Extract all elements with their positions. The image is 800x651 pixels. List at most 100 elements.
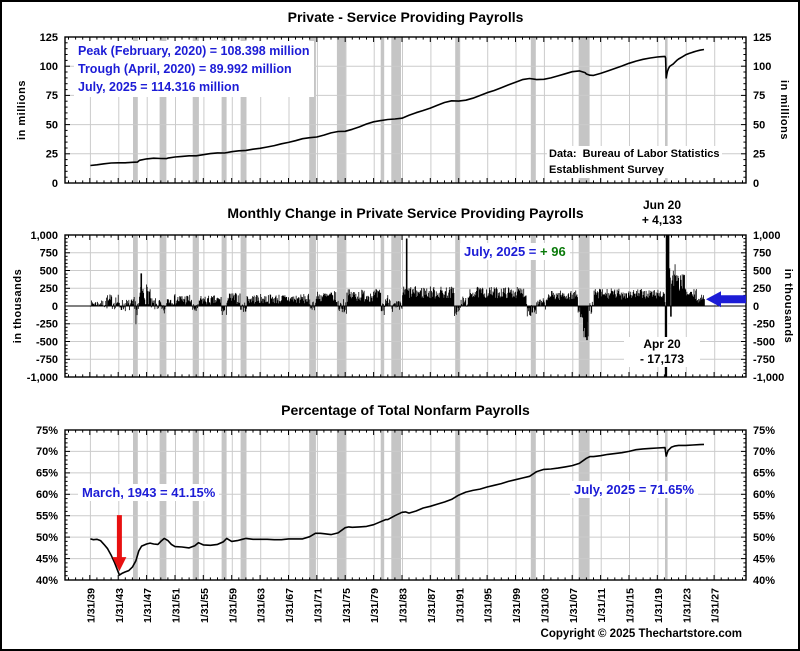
y-tick-label-right: 250 [753,283,771,295]
chart2-current-value: + 96 [540,244,566,259]
chart2-low-annotation: Apr 20 - 17,173 [624,337,700,367]
x-tick-label: 1/31/19 [653,588,665,623]
recession-band [455,37,461,183]
y-tick-label-left: 55% [36,511,58,523]
y-tick-label-left: 125 [40,32,58,44]
recession-band [192,430,199,580]
recession-band [391,430,401,580]
plot-border [64,429,747,581]
recession-band [530,430,536,580]
chart-monthly-change: -1,000 -1,000 -750 -750 -500 -500 -250 -250 0 0 25… [27,230,784,384]
copyright-text: Copyright © 2025 Thechartstore.com [540,628,742,640]
chart2-current-label: July, 2025 = [464,244,537,259]
y-tick-label-left: 40% [36,575,58,587]
y-tick-label-left: 50% [36,532,58,544]
recession-band [221,37,227,183]
chart2-current-annotation: July, 2025 = + 96 [460,243,570,260]
tick-marks [65,429,746,581]
y-tick-label-left: 0 [52,301,58,313]
y-tick-label-left: 0 [52,178,58,190]
y-tick-label-left: -1,000 [27,372,58,384]
recession-band [133,430,138,580]
x-tick-label: 1/31/91 [454,588,466,623]
x-tick-label: 1/31/55 [199,588,211,623]
chart1-current-note: July, 2025 = 114.316 million [78,80,240,94]
y-tick-label-left: 500 [40,265,58,277]
x-tick-label: 1/31/23 [681,588,693,623]
y-tick-label-left: 60% [36,489,58,501]
y-tick-label-right: 55% [753,511,775,523]
chart1-title: Private - Service Providing Payrolls [287,9,524,25]
x-tick-label: 1/31/79 [369,588,381,623]
chart1-right-axis-title: in millions [778,80,790,140]
x-tick-label: 1/31/75 [341,588,353,623]
recession-band [336,430,347,580]
recession-band [578,37,590,183]
chart2-left-axis-title: in thousands [12,268,24,344]
recession-band [380,430,385,580]
y-tick-label-left: 25 [46,149,58,161]
y-tick-label-right: -750 [753,354,775,366]
chart1-peak-note: Peak (February, 2020) = 108.398 million [78,44,310,58]
trough-arrow-icon [112,515,127,572]
y-tick-label-left: -750 [36,354,58,366]
x-tick-label: 1/31/67 [284,588,296,623]
x-tick-label: 1/31/47 [142,588,154,623]
plot-border [64,36,747,184]
chart1-left-axis-title: in millions [16,80,28,140]
data-source-block: Data: Bureau of Labor Statistics Establi… [547,146,722,178]
chart1-note-block: Peak (February, 2020) = 108.398 million … [74,41,314,97]
x-tick-label: 1/31/43 [114,588,126,623]
recession-band [309,430,316,580]
x-tick-label: 1/31/27 [710,588,722,623]
x-tick-label: 1/31/51 [171,588,183,623]
chart-percentage: 40% 40% 45% 45% 50% 50% 55% 55% 60% 60% 65% 65% 70% 7… [36,425,775,623]
recession-bands [133,430,668,580]
data-source-line2: Establishment Survey [549,164,664,176]
x-tick-label: 1/31/15 [625,588,637,623]
x-tick-label: 1/31/03 [539,588,551,623]
recession-band [159,430,167,580]
y-tick-label-left: 75% [36,425,58,437]
x-tick-label: 1/31/83 [398,588,410,623]
y-tick-label-right: 65% [753,468,775,480]
x-tick-label: 1/31/95 [483,588,495,623]
x-tick-label: 1/31/71 [312,588,324,623]
recession-band [665,430,668,580]
y-tick-label-right: 60% [753,489,775,501]
y-tick-label-right: 50% [753,532,775,544]
y-tick-label-left: 75 [46,90,58,102]
y-tick-label-left: -250 [36,319,58,331]
chart3-current-annotation: July, 2025 = 71.65% [570,481,699,498]
x-tick-label: 1/31/63 [256,588,268,623]
recession-band [192,37,199,183]
chart2-high-value: + 4,133 [641,213,683,227]
y-tick-label-right: 75 [753,90,765,102]
x-tick-label: 1/31/39 [85,588,97,623]
y-tick-label-left: 50 [46,119,58,131]
y-tick-label-left: 750 [40,248,58,260]
recession-band [221,430,227,580]
y-tick-label-left: 100 [40,61,58,73]
y-tick-labels: -1,000 -1,000 -750 -750 -500 -500 -250 -250 0 0 25… [27,230,784,384]
recession-band [159,37,167,183]
recession-band [336,37,347,183]
chart2-title: Monthly Change in Private Service Provid… [227,205,584,221]
y-tick-label-right: 100 [753,61,771,73]
x-tick-label: 1/31/07 [568,588,580,623]
chart3-trough-annotation: March, 1943 = 41.15% [78,484,220,501]
levels-series-line [90,48,705,167]
y-tick-label-left: 250 [40,283,58,295]
y-tick-label-right: -1,000 [753,372,784,384]
chart3-title: Percentage of Total Nonfarm Payrolls [281,402,530,418]
y-tick-label-right: 750 [753,248,771,260]
y-tick-label-left: 70% [36,446,58,458]
y-tick-label-right: -500 [753,336,775,348]
recession-band [380,37,385,183]
y-tick-label-right: 0 [753,178,759,190]
chart2-high-annotation: Jun 20 + 4,133 [624,198,700,228]
tick-marks [65,234,746,378]
gridlines [65,430,746,580]
x-tick-label: 1/31/11 [596,588,608,623]
